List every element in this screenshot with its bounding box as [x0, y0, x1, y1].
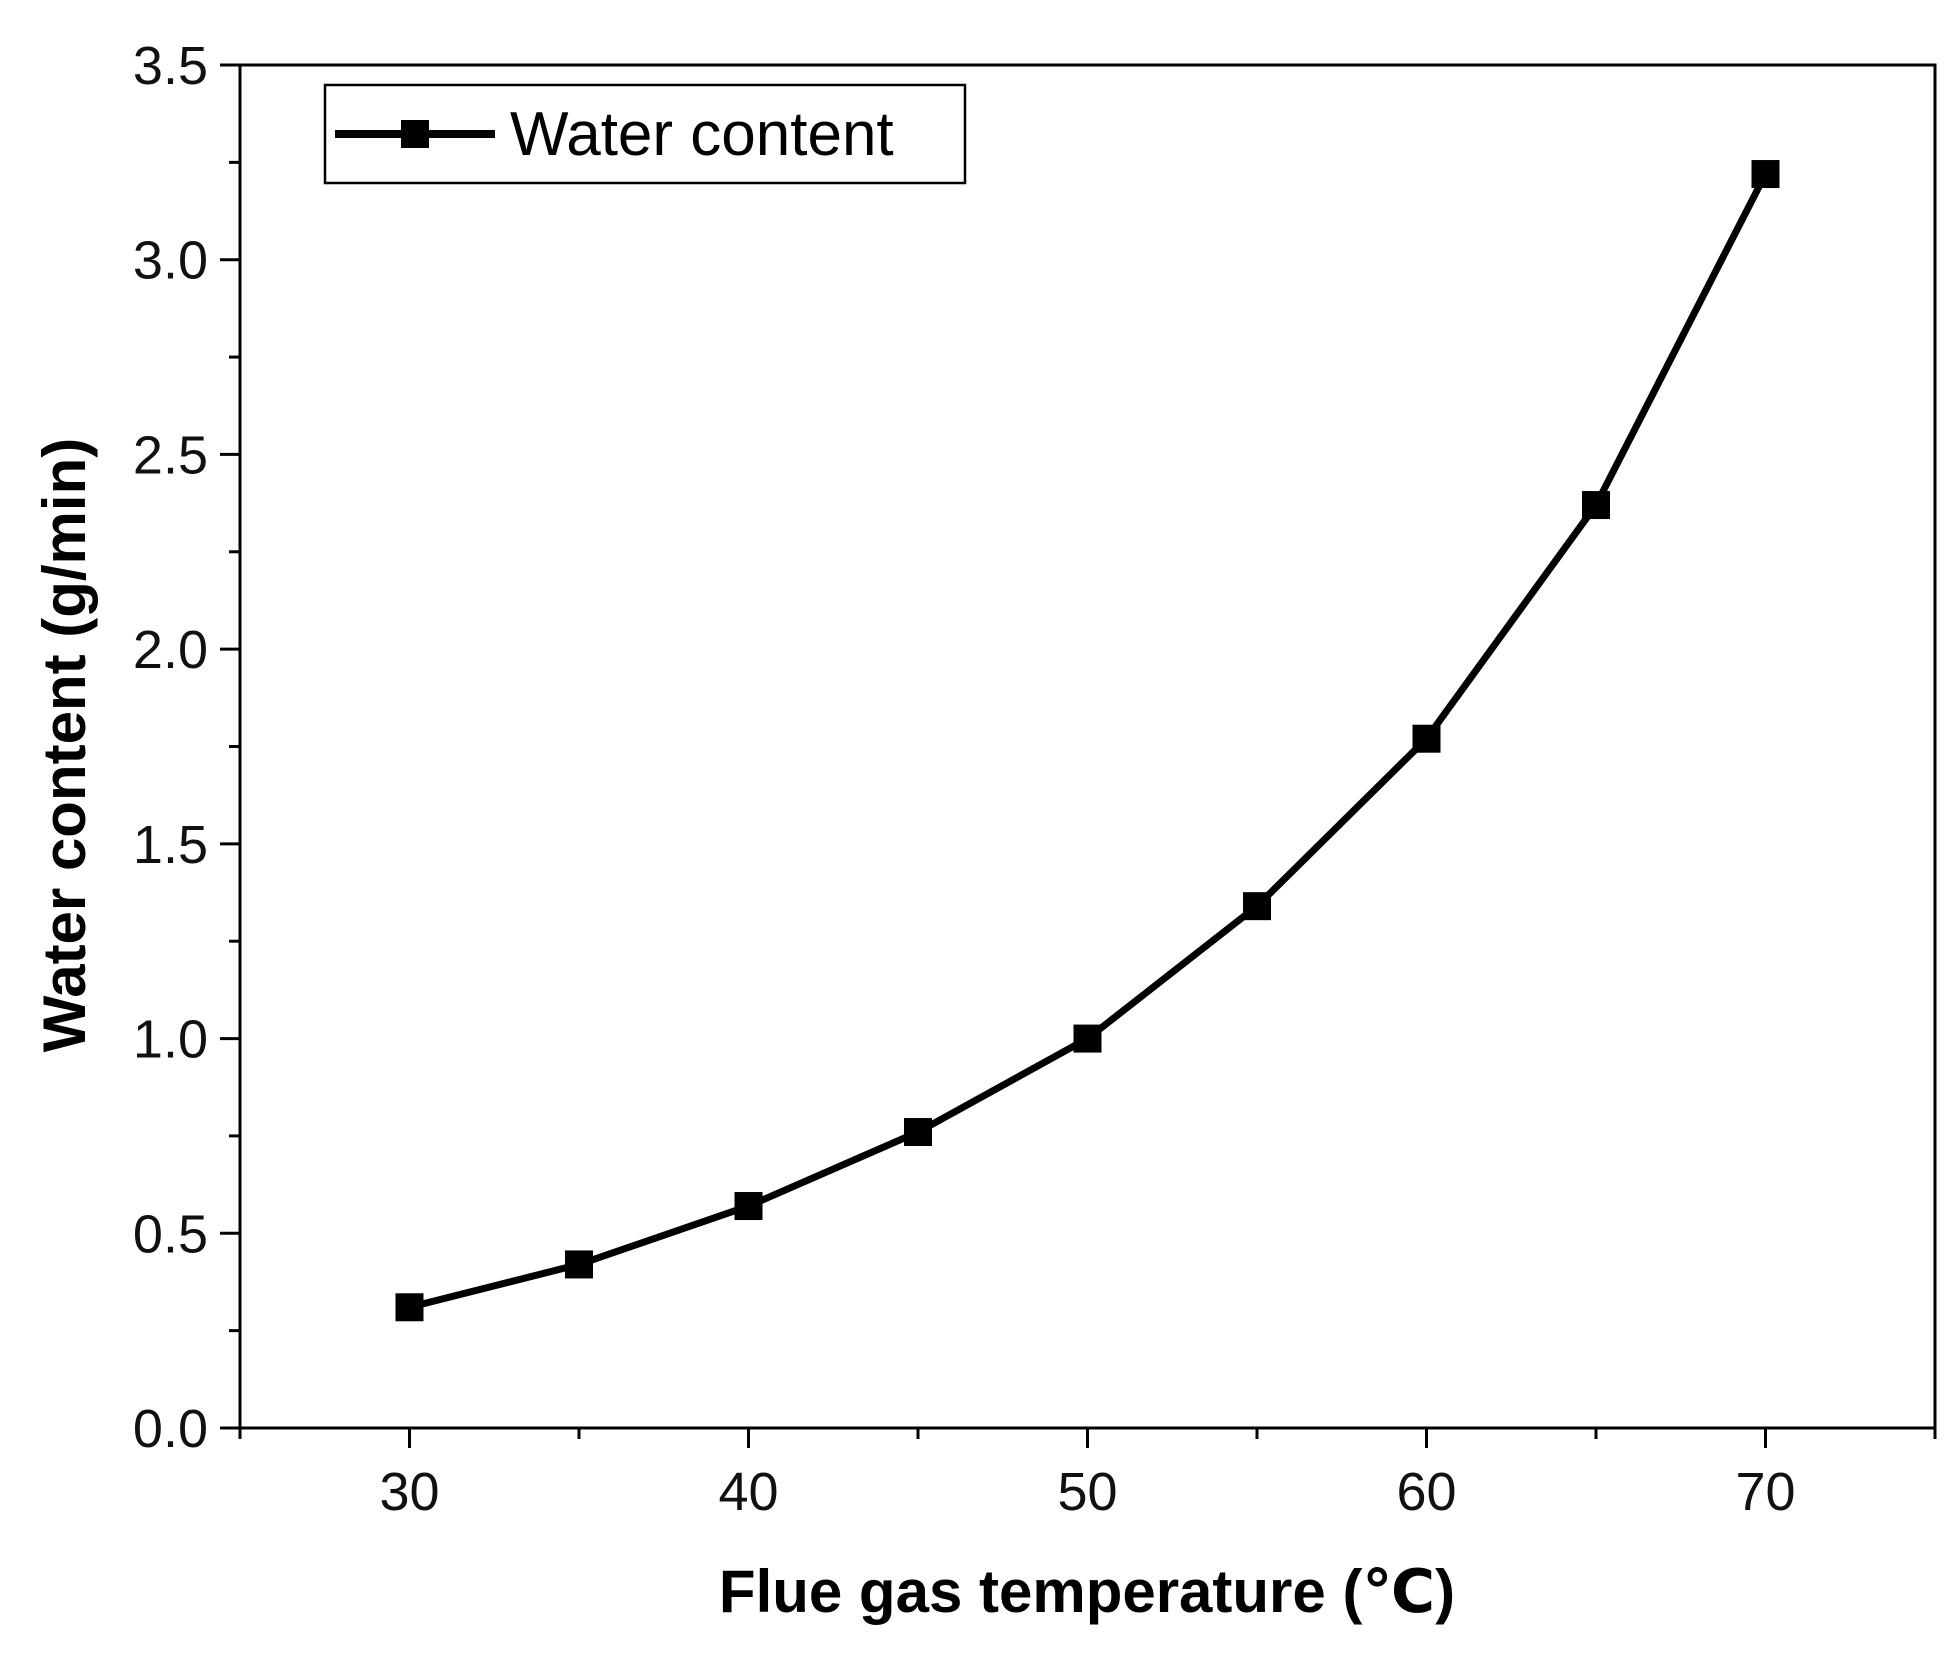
data-point-marker	[1073, 1024, 1102, 1053]
data-point-marker	[1412, 724, 1441, 753]
y-tick-label: 0.0	[133, 1399, 208, 1459]
data-point-marker	[1751, 160, 1780, 189]
x-tick-label: 40	[718, 1462, 778, 1522]
data-point-marker	[1243, 892, 1271, 921]
x-axis-title: Flue gas temperature (℃)	[719, 1558, 1455, 1625]
data-point-marker	[1582, 491, 1610, 520]
data-point-marker	[734, 1192, 763, 1221]
y-tick-label: 3.5	[133, 36, 208, 96]
data-point-marker	[904, 1118, 932, 1147]
y-tick-label: 0.5	[133, 1204, 208, 1264]
data-point-marker	[395, 1293, 424, 1322]
y-tick-label: 3.0	[133, 231, 208, 291]
x-tick-label: 30	[379, 1462, 439, 1522]
legend-marker-square-icon	[401, 120, 429, 148]
legend: Water content	[323, 83, 967, 185]
legend-label: Water content	[510, 100, 894, 169]
y-tick-label: 1.5	[133, 815, 208, 875]
x-tick-label: 60	[1396, 1462, 1456, 1522]
y-axis-title: Water content (g/min)	[31, 438, 98, 1052]
ticks-layer: 0.0 0.5 1.0 1.5 2.0 2.5 3.0 3.5 30 40 50 60 70	[133, 36, 1937, 1522]
y-tick-label: 2.5	[133, 425, 208, 485]
plot-area-frame	[238, 63, 1937, 1430]
series-layer	[395, 160, 1780, 1322]
y-tick-label: 1.0	[133, 1010, 208, 1070]
x-tick-label: 50	[1057, 1462, 1117, 1522]
data-point-marker	[565, 1250, 593, 1279]
x-tick-label: 70	[1735, 1462, 1795, 1522]
y-tick-label: 2.0	[133, 620, 208, 680]
